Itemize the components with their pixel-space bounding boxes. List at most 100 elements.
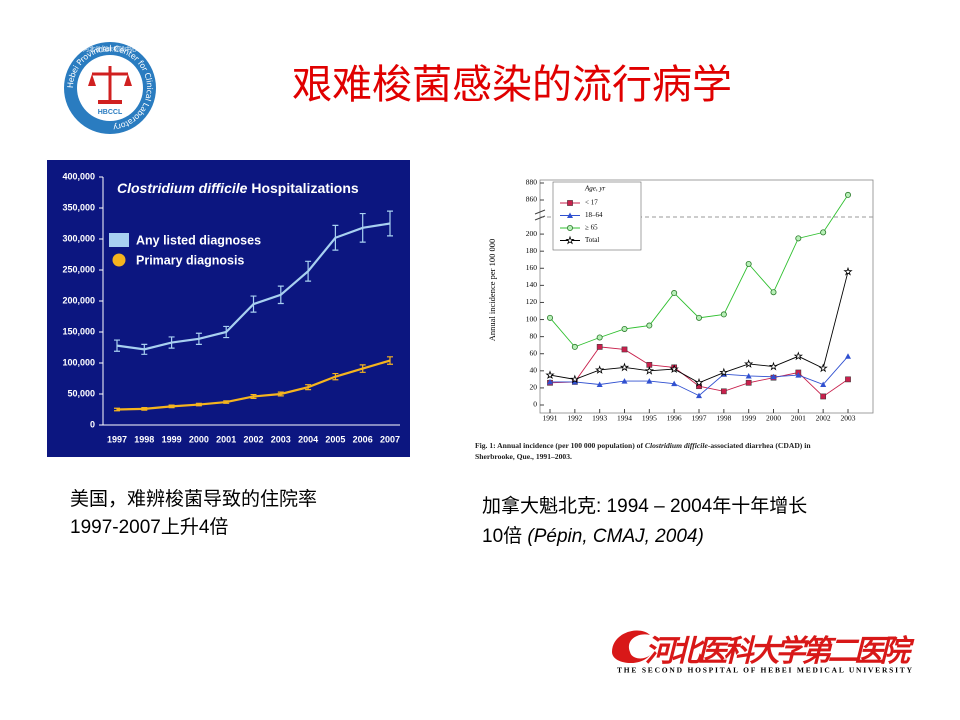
- caption-part: Sherbrooke, Que., 1991–2003.: [475, 452, 572, 461]
- marker: [768, 361, 779, 371]
- caption-line: 加拿大魁北克: 1994 – 2004年十年增长: [482, 494, 807, 517]
- logo-scale: [98, 100, 122, 104]
- x-tick-label: 2001: [791, 414, 806, 423]
- error-bar: [359, 364, 366, 373]
- error-bar: [250, 295, 257, 313]
- x-tick-label: 1992: [567, 414, 582, 423]
- chart-panel: [47, 160, 410, 457]
- marker: [744, 359, 754, 368]
- caption-line: 美国，难辨梭菌导致的住院率: [70, 488, 317, 510]
- footer-emblem: [612, 630, 650, 664]
- error-bar: [195, 402, 202, 407]
- legend-marker: [567, 200, 573, 206]
- footer-name: 河北医科大学第二医院: [645, 634, 915, 669]
- marker: [694, 377, 704, 387]
- x-tick-label: 2007: [380, 434, 400, 444]
- error-bar: [332, 372, 339, 381]
- y-tick-label: 200: [526, 229, 538, 238]
- marker: [644, 365, 654, 375]
- y-axis-label: Annual incidence per 100 000: [487, 239, 497, 341]
- marker: [671, 380, 678, 387]
- caption-part: Clostridium difficile: [645, 441, 709, 450]
- marker: [818, 363, 828, 373]
- y-tick-label: 350,000: [62, 202, 95, 212]
- caption: 美国，难辨梭菌导致的住院率 1997-2007上升4倍: [70, 488, 317, 538]
- error-bar: [305, 384, 312, 391]
- marker: [696, 392, 702, 399]
- error-bar: [359, 212, 366, 243]
- caption-part: Fig. 1: Annual incidence (per 100 000 po…: [475, 441, 645, 450]
- chart-title-rest: Hospitalizations: [247, 180, 358, 196]
- marker: [570, 374, 580, 384]
- legend-label: Total: [585, 236, 599, 244]
- y-tick-label: 400,000: [62, 171, 95, 181]
- marker: [646, 322, 653, 329]
- x-tick-label: 2002: [816, 414, 831, 423]
- y-tick-label: 80: [530, 331, 538, 340]
- marker: [770, 289, 777, 296]
- marker: [669, 364, 679, 374]
- marker: [621, 346, 628, 353]
- footer-english: THE SECOND HOSPITAL OF HEBEI MEDICAL UNI…: [617, 666, 913, 675]
- x-tick-label: 2003: [271, 434, 291, 444]
- marker: [770, 373, 777, 380]
- y-tick-label: 20: [530, 383, 538, 392]
- x-tick-label: 2001: [216, 434, 236, 444]
- logo-scale: [88, 74, 132, 86]
- x-tick-label: 1996: [667, 414, 682, 423]
- marker: [596, 334, 603, 341]
- legend-title: Age, yr: [584, 185, 605, 193]
- marker: [845, 376, 851, 383]
- marker: [745, 260, 752, 267]
- marker: [571, 343, 578, 350]
- caption-line: 1997-2007上升4倍: [70, 516, 228, 538]
- chart-title-italic: Clostridium difficile: [117, 180, 248, 196]
- caption-line: 10倍: [482, 525, 527, 547]
- marker: [571, 378, 578, 385]
- x-tick-label: 1995: [642, 414, 657, 423]
- x-tick-label: 1994: [617, 414, 632, 423]
- marker: [596, 381, 603, 387]
- x-tick-label: 2002: [243, 434, 263, 444]
- legend-label: Primary diagnosis: [136, 253, 244, 267]
- legend-label: 18–64: [585, 211, 603, 219]
- marker: [820, 381, 827, 387]
- y-tick-label: 160: [526, 263, 538, 272]
- logo: Hebei Provincial Center for Clinical Lab…: [64, 42, 156, 134]
- slide-title: 艰难梭菌感染的流行病学: [292, 62, 732, 108]
- legend-marker: [565, 235, 575, 245]
- error-bar: [223, 400, 230, 404]
- caption-part: -associated diarrhea (CDAD) in: [708, 441, 811, 450]
- x-tick-label: 1999: [162, 434, 182, 444]
- y-tick-label: 50,000: [67, 388, 95, 398]
- error-bar: [387, 356, 393, 365]
- marker: [745, 372, 752, 379]
- marker: [696, 314, 703, 321]
- error-bar: [141, 343, 148, 355]
- chart-title: Clostridium difficile Hospitalizations: [117, 180, 359, 196]
- marker: [671, 290, 678, 297]
- y-tick-label: 100,000: [62, 357, 95, 367]
- error-bar: [141, 407, 148, 411]
- x-tick-label: 1998: [716, 414, 731, 423]
- logo-abbr: HBCCL: [98, 109, 123, 116]
- x-tick-label: 2006: [353, 434, 373, 444]
- x-tick-label: 2005: [325, 434, 345, 444]
- logo-name: 河北省临床检验中心: [83, 46, 137, 54]
- error-bar: [114, 339, 120, 352]
- legend-label: ≥ 65: [585, 224, 598, 232]
- axis-break-mark: [534, 209, 546, 221]
- error-bar: [223, 325, 230, 339]
- x-tick-label: 2000: [189, 434, 209, 444]
- y-tick-label: 100: [526, 314, 538, 323]
- marker: [793, 351, 803, 361]
- y-tick-label: 60: [530, 348, 538, 357]
- x-tick-label: 1991: [543, 414, 558, 423]
- error-bar: [114, 407, 120, 412]
- x-tick-label: 1999: [741, 414, 756, 423]
- y-tick-label: 120: [526, 297, 538, 306]
- x-tick-label: 2000: [766, 414, 781, 423]
- x-tick-label: 1997: [692, 414, 707, 423]
- error-bar: [332, 224, 339, 251]
- y-tick-label: 40: [530, 366, 538, 375]
